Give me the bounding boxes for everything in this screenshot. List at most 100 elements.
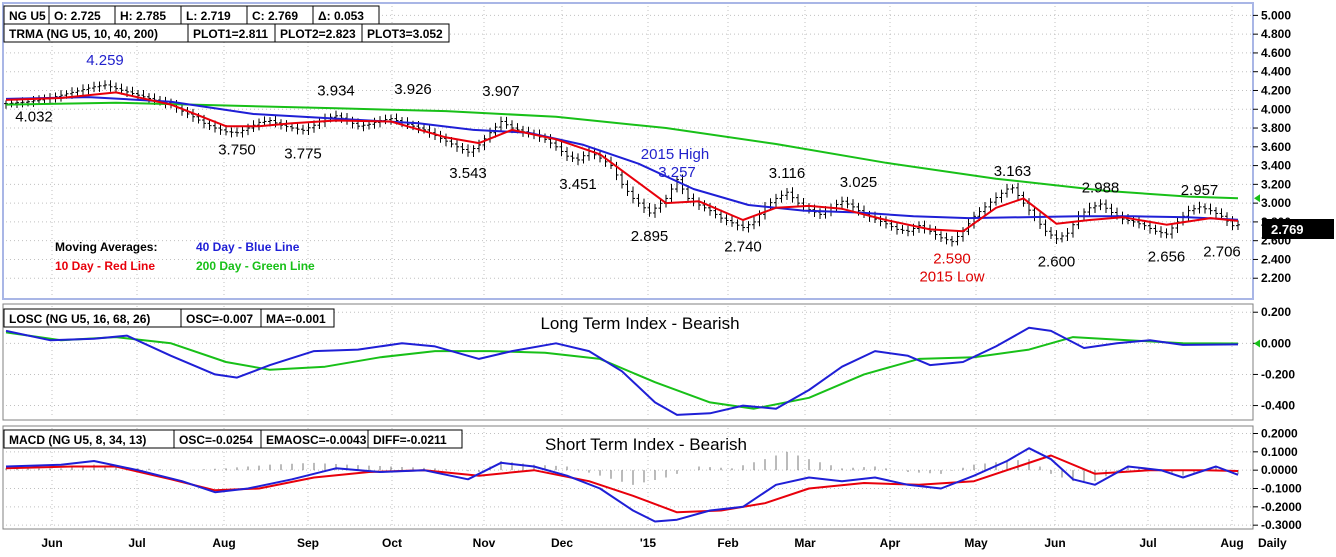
price-y-tick-label: 3.800 bbox=[1261, 121, 1291, 135]
price-bar bbox=[636, 193, 641, 207]
price-annotation: 3.543 bbox=[449, 165, 487, 182]
price-bar bbox=[466, 144, 470, 157]
price-annotation: 2.706 bbox=[1203, 244, 1241, 261]
price-bar bbox=[361, 120, 366, 132]
price-bar bbox=[565, 147, 569, 161]
price-annotation: 4.259 bbox=[86, 52, 124, 69]
price-bar bbox=[1065, 228, 1070, 241]
macd-y-tick-label: -0.2000 bbox=[1261, 500, 1302, 514]
losc-ma-line bbox=[5, 331, 1239, 410]
price-bar bbox=[59, 90, 63, 102]
price-bar bbox=[301, 124, 305, 135]
price-bar bbox=[444, 133, 448, 147]
price-bar bbox=[724, 214, 729, 226]
price-bar bbox=[752, 216, 756, 230]
price-bar bbox=[548, 134, 553, 149]
header-text: O: 2.725 bbox=[54, 9, 101, 23]
price-annotation: 3.116 bbox=[769, 165, 805, 182]
price-bar bbox=[1104, 199, 1108, 213]
price-bar bbox=[785, 188, 789, 200]
price-bar bbox=[647, 202, 652, 217]
price-annotation: 3.163 bbox=[994, 163, 1032, 180]
grid-lines bbox=[6, 6, 1252, 527]
losc-y-tick-label: 0.000 bbox=[1261, 336, 1291, 350]
macd-title: Short Term Index - Bearish bbox=[545, 435, 747, 454]
price-bar bbox=[229, 127, 234, 138]
last-value-box bbox=[1262, 219, 1334, 239]
price-bar bbox=[86, 84, 91, 95]
price-bar bbox=[1214, 207, 1218, 219]
price-bar bbox=[92, 81, 96, 93]
price-bar bbox=[1016, 182, 1020, 201]
price-y-tick-label: 4.400 bbox=[1261, 65, 1291, 79]
price-bar bbox=[933, 226, 938, 240]
x-tick-label: May bbox=[964, 536, 988, 550]
header-text: NG U5 bbox=[9, 9, 46, 23]
legend-moving-averages: Moving Averages: bbox=[55, 240, 157, 254]
price-bar bbox=[460, 143, 465, 154]
price-bar bbox=[235, 127, 239, 137]
x-tick-label: '15 bbox=[640, 536, 657, 550]
price-annotation: 3.451 bbox=[559, 176, 597, 193]
price-bar bbox=[218, 124, 223, 135]
header-text: OSC=-0.007 bbox=[186, 312, 253, 326]
price-y-tick-label: 4.600 bbox=[1261, 46, 1291, 60]
price-bar bbox=[686, 185, 690, 203]
header-text: MACD (NG U5, 8, 34, 13) bbox=[9, 433, 146, 447]
price-bar bbox=[477, 139, 481, 153]
price-bar bbox=[1236, 220, 1240, 231]
x-tick-label: Jul bbox=[128, 536, 145, 550]
price-bar bbox=[471, 145, 476, 158]
price-y-tick-label: 3.400 bbox=[1261, 159, 1291, 173]
header-text: H: 2.785 bbox=[120, 9, 166, 23]
price-bar bbox=[1137, 216, 1141, 229]
price-header-row: NG U5 O: 2.725 H: 2.785 L: 2.719 C: 2.769 Δ: … bbox=[3, 5, 380, 25]
macd-y-tick-label: 0.2000 bbox=[1261, 427, 1298, 441]
losc-y-tick-label: 0.200 bbox=[1261, 305, 1291, 319]
x-tick-label: Aug bbox=[1220, 536, 1243, 550]
macd-y-tick-label: -0.1000 bbox=[1261, 482, 1302, 496]
header-text: C: 2.769 bbox=[252, 9, 298, 23]
price-bar bbox=[284, 120, 289, 132]
losc-title: Long Term Index - Bearish bbox=[540, 314, 739, 333]
price-bar bbox=[570, 151, 575, 163]
price-bar bbox=[1098, 199, 1103, 211]
price-bar bbox=[1153, 224, 1158, 235]
price-bar bbox=[136, 90, 140, 101]
price-bar bbox=[576, 153, 580, 166]
macd-panel-frame bbox=[2, 425, 1254, 530]
price-bar bbox=[1005, 183, 1009, 198]
price-bar bbox=[983, 202, 987, 216]
price-annotation: 2.740 bbox=[724, 239, 762, 256]
price-bar bbox=[499, 116, 503, 132]
price-bar bbox=[1164, 228, 1169, 239]
price-y-tick-label: 2.400 bbox=[1261, 252, 1291, 266]
header-text: PLOT2=2.823 bbox=[280, 27, 356, 41]
price-bar bbox=[81, 84, 85, 96]
header-box bbox=[361, 23, 450, 43]
price-bar bbox=[675, 176, 679, 193]
price-bar bbox=[620, 169, 624, 189]
losc-y-axis: 0.200 0.000 -0.200 -0.400 bbox=[1253, 305, 1295, 413]
price-y-tick-label: 3.000 bbox=[1261, 196, 1291, 210]
price-bar bbox=[950, 236, 954, 247]
price-bar bbox=[1043, 219, 1048, 237]
legend-10-day: 10 Day - Red Line bbox=[55, 259, 155, 273]
price-annotation: 2015 High bbox=[641, 146, 709, 163]
price-annotation: 2.895 bbox=[631, 228, 669, 245]
losc-end-marker bbox=[1254, 339, 1260, 348]
price-bar bbox=[730, 215, 734, 227]
header-text: TRMA (NG U5, 10, 40, 200) bbox=[9, 27, 158, 41]
x-tick-label: Jun bbox=[1044, 536, 1065, 550]
price-bar bbox=[1054, 230, 1059, 244]
price-bar bbox=[999, 189, 1004, 203]
price-bar bbox=[625, 180, 630, 197]
macd-header-row: MACD (NG U5, 8, 34, 13) OSC=-0.0254 EMAOSC… bbox=[3, 429, 463, 449]
price-y-tick-label: 3.600 bbox=[1261, 140, 1291, 154]
price-bar bbox=[389, 114, 393, 125]
price-bar bbox=[669, 183, 674, 204]
header-text: LOSC (NG U5, 16, 68, 26) bbox=[9, 312, 150, 326]
price-bar bbox=[779, 190, 784, 203]
price-annotation: 2.988 bbox=[1082, 179, 1120, 196]
